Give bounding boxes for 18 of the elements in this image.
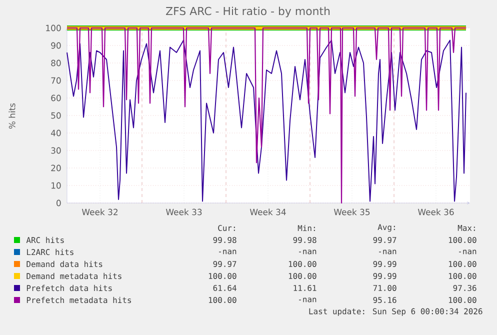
y-tick-label: 60 <box>51 94 61 102</box>
x-tick-label: Week 33 <box>166 208 202 216</box>
y-tick-label: 50 <box>51 112 61 119</box>
y-tick-label: 10 <box>52 182 61 189</box>
y-tick-label: 40 <box>50 130 61 136</box>
y-tick-label: 20 <box>51 164 61 172</box>
y-axis-title: % hits <box>8 103 16 129</box>
y-tick-label: 0 <box>56 200 61 206</box>
y-tick-label: 80 <box>51 60 61 66</box>
y-tick-label: 70 <box>51 77 61 84</box>
x-tick-label: Week 36 <box>418 208 454 216</box>
x-tick-label: Week 35 <box>334 208 370 216</box>
x-tick-label: Week 32 <box>82 208 118 216</box>
y-tick-label: 30 <box>51 147 61 154</box>
y-tick-label: 90 <box>51 42 61 49</box>
x-tick-label: Week 34 <box>250 208 286 216</box>
chart-title: ZFS ARC - Hit ratio - by month <box>166 6 330 18</box>
y-tick-label: 100 <box>46 24 61 32</box>
